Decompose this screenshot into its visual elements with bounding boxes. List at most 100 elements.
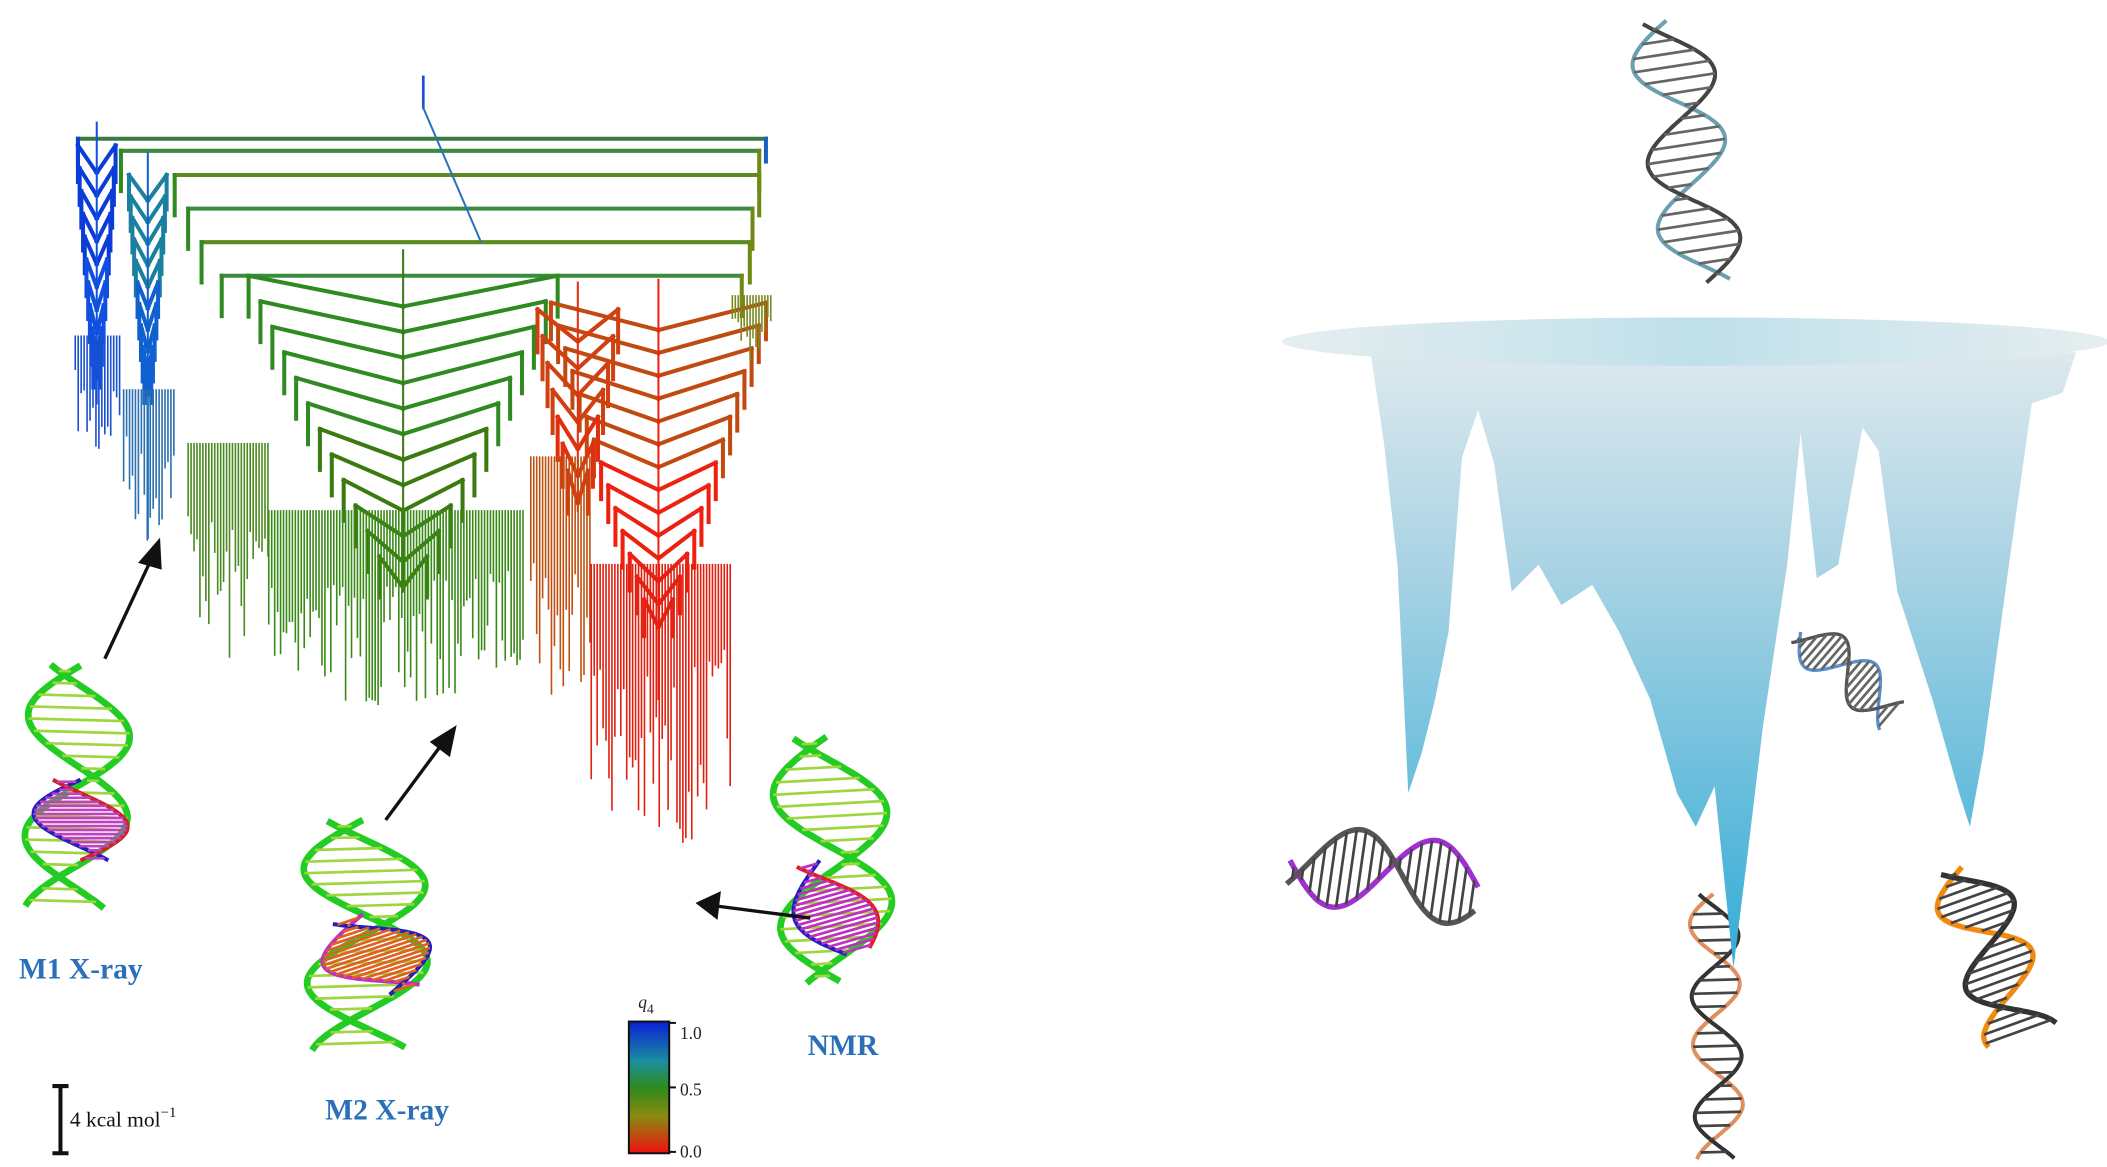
base-pair <box>814 921 879 942</box>
tree-edge <box>400 477 466 514</box>
base-pair <box>1995 1006 2007 1013</box>
base-pair <box>1644 71 1716 86</box>
strand <box>1940 871 2058 1026</box>
tree-edge <box>80 211 100 245</box>
tree-edge <box>598 459 662 493</box>
base-pair <box>41 886 78 891</box>
tree-edge <box>93 165 117 199</box>
base-pair <box>820 836 874 843</box>
base-pair <box>80 767 106 771</box>
base-pair <box>1987 1009 2024 1025</box>
base-pair <box>1633 59 1710 74</box>
colorbar-label: q4 <box>638 992 654 1016</box>
base-pair <box>1986 936 2015 950</box>
base-pair <box>1867 696 1881 711</box>
base-pair <box>1429 841 1443 917</box>
base-pair <box>807 873 815 878</box>
arrow-head <box>429 725 457 758</box>
base-pair <box>1845 660 1871 689</box>
base-pair <box>1715 272 1721 276</box>
base-pair <box>814 974 830 978</box>
tree-edge <box>548 300 661 333</box>
arrows <box>103 537 811 920</box>
base-pair <box>776 799 885 809</box>
base-pair <box>1795 636 1802 643</box>
energy-funnel <box>1370 352 2077 968</box>
base-pair <box>841 862 860 866</box>
base-pair <box>1652 27 1658 31</box>
base-pair <box>315 994 394 1000</box>
tree-edge <box>549 387 581 426</box>
base-pair <box>1325 837 1338 906</box>
base-pair <box>329 938 428 974</box>
base-pair <box>1377 844 1385 880</box>
base-pair <box>29 898 96 904</box>
base-pair <box>785 765 842 771</box>
base-pair <box>1967 970 2028 995</box>
base-pair <box>1651 137 1726 152</box>
base-pair <box>793 888 851 908</box>
base-pair <box>793 891 857 913</box>
base-pair <box>1413 842 1424 897</box>
tree-edge <box>400 324 537 360</box>
tree-edge <box>554 414 581 452</box>
base-pair <box>840 850 860 854</box>
tree-edge <box>655 551 690 585</box>
tree-edge <box>400 451 478 488</box>
base-pair <box>322 932 417 967</box>
base-pair <box>1985 1018 2053 1045</box>
base-pair <box>1681 113 1705 121</box>
tree-edge <box>131 236 151 269</box>
base-pair <box>795 885 844 902</box>
tree-edge <box>293 375 406 412</box>
base-pair <box>786 811 888 820</box>
base-pair <box>351 951 430 980</box>
base-pair <box>1936 886 1999 911</box>
tree-edge <box>655 528 698 562</box>
tree-edge <box>569 368 661 402</box>
label-nmr: NMR <box>808 1030 879 1062</box>
colorbar <box>627 1020 671 1155</box>
structures <box>21 18 2058 1160</box>
base-pair <box>28 717 124 723</box>
base-pair <box>797 902 872 927</box>
tree-edge <box>577 391 662 425</box>
tree-edge <box>126 172 151 204</box>
tree-edge <box>364 528 406 565</box>
base-pair <box>335 926 370 940</box>
tree-edge <box>655 459 719 493</box>
label-m2: M2 X-ray <box>325 1095 449 1127</box>
base-pair <box>1988 996 2008 1006</box>
base-pair <box>393 982 416 993</box>
base-pair <box>330 1029 373 1034</box>
base-pair <box>1820 639 1848 671</box>
base-pair <box>1667 182 1692 190</box>
tree-edge <box>539 333 581 372</box>
base-pair <box>1697 1123 1731 1128</box>
tree-edge <box>574 333 616 372</box>
tree-edge <box>400 528 442 565</box>
colorbar-tick: 1.0 <box>680 1023 702 1043</box>
colorbar-ticks <box>669 1021 676 1153</box>
tree-edge <box>655 345 755 379</box>
scale-bar <box>52 1084 69 1156</box>
base-pair <box>326 891 424 897</box>
base-pair <box>38 693 96 698</box>
base-pair <box>1388 856 1393 869</box>
base-pair <box>1847 668 1880 705</box>
base-pair <box>1811 634 1844 672</box>
base-pair <box>799 862 818 870</box>
base-pair <box>45 741 128 747</box>
base-pair <box>337 916 360 927</box>
strand <box>777 735 891 985</box>
base-pair <box>1698 257 1732 265</box>
strand <box>1287 837 1481 910</box>
base-pair <box>1344 829 1359 905</box>
base-pair <box>1457 866 1468 921</box>
tree-edge <box>612 505 662 539</box>
tree-edge <box>400 375 513 412</box>
base-pair <box>1647 151 1722 166</box>
base-pair <box>1438 846 1452 923</box>
base-pair <box>1657 217 1729 231</box>
